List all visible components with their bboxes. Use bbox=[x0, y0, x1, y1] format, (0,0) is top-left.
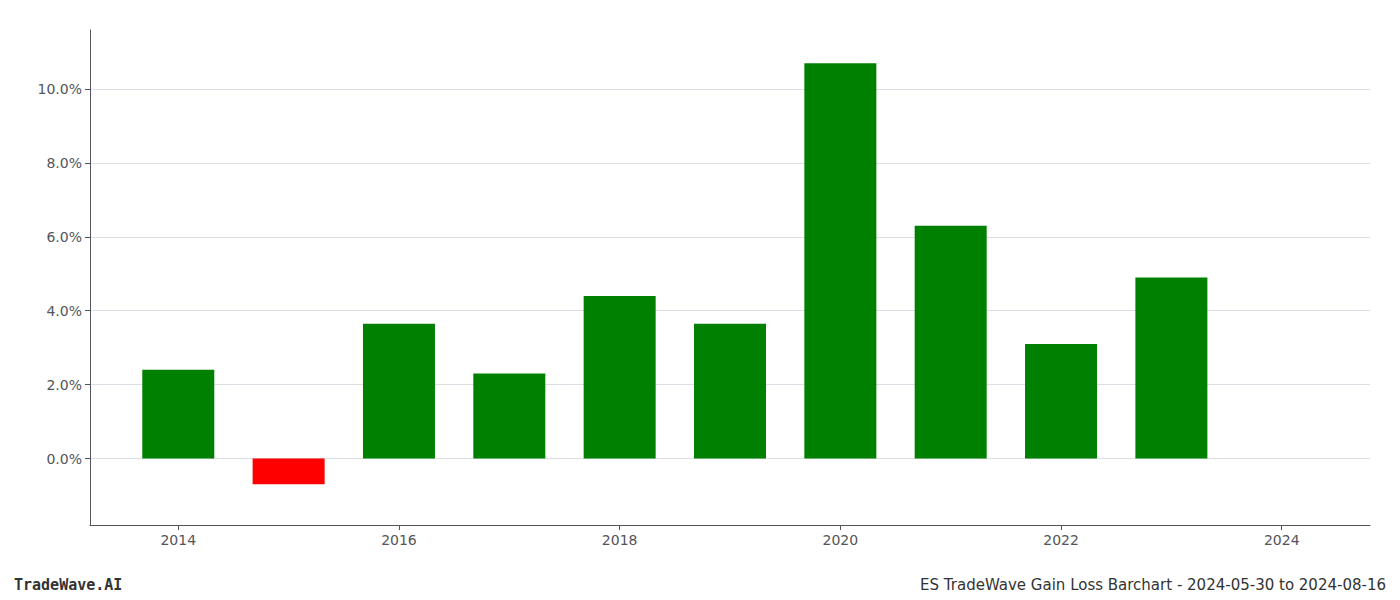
svg-text:2.0%: 2.0% bbox=[46, 377, 82, 393]
svg-text:2022: 2022 bbox=[1043, 532, 1079, 548]
svg-text:2018: 2018 bbox=[602, 532, 638, 548]
svg-text:8.0%: 8.0% bbox=[46, 155, 82, 171]
svg-text:2024: 2024 bbox=[1264, 532, 1300, 548]
svg-text:ES TradeWave Gain Loss Barchar: ES TradeWave Gain Loss Barchart - 2024-0… bbox=[920, 576, 1386, 594]
svg-text:2016: 2016 bbox=[381, 532, 417, 548]
svg-text:4.0%: 4.0% bbox=[46, 303, 82, 319]
svg-text:0.0%: 0.0% bbox=[46, 451, 82, 467]
svg-text:6.0%: 6.0% bbox=[46, 229, 82, 245]
svg-text:2020: 2020 bbox=[823, 532, 859, 548]
svg-text:10.0%: 10.0% bbox=[38, 81, 82, 97]
svg-text:2014: 2014 bbox=[160, 532, 196, 548]
svg-text:TradeWave.AI: TradeWave.AI bbox=[14, 576, 122, 594]
